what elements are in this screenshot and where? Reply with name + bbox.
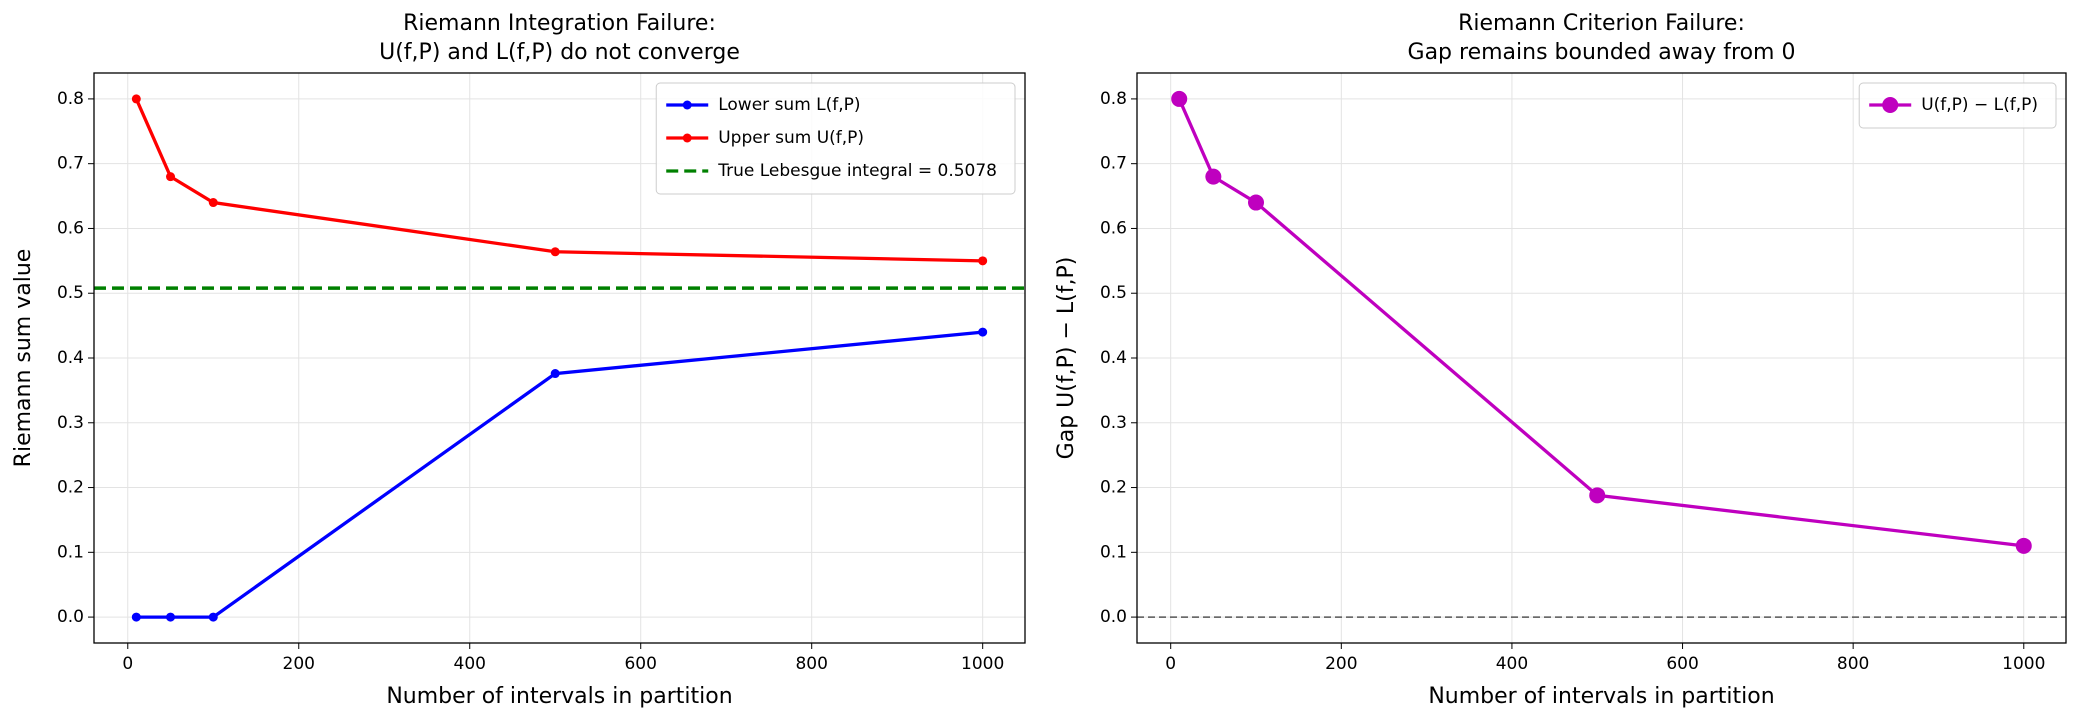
x-tick-label: 800 — [1837, 654, 1869, 674]
x-tick-label: 600 — [624, 654, 656, 674]
legend-box — [1858, 82, 2057, 129]
chart-title: Riemann Criterion Failure: — [1458, 11, 1745, 36]
data-point — [166, 612, 176, 622]
y-tick-label: 0.0 — [1100, 607, 1127, 627]
data-point — [166, 172, 176, 182]
axes-frame — [1136, 72, 2067, 644]
y-tick-label: 0.8 — [57, 89, 84, 109]
data-point — [1205, 168, 1222, 185]
data-point — [208, 612, 218, 622]
data-point — [131, 94, 141, 104]
legend-label: Lower sum L(f,P) — [718, 95, 860, 115]
x-tick-label: 200 — [283, 654, 315, 674]
data-point — [550, 247, 560, 257]
y-tick-label: 0.0 — [57, 607, 84, 627]
data-point — [2015, 537, 2032, 554]
legend: Lower sum L(f,P) Upper sum U(f,P) True Leb… — [655, 82, 1016, 195]
x-tick-label: 400 — [1496, 654, 1528, 674]
data-point — [978, 327, 988, 337]
y-axis-label: Gap U(f,P) − L(f,P) — [1054, 257, 1079, 460]
data-point — [550, 369, 560, 379]
series-line — [1177, 98, 2024, 548]
y-tick-label: 0.5 — [57, 283, 84, 303]
y-tick-label: 0.3 — [1100, 413, 1127, 433]
y-axis-label: Riemann sum value — [11, 249, 36, 468]
y-tick-label: 0.5 — [1100, 283, 1127, 303]
x-tick-label: 200 — [1325, 654, 1357, 674]
x-tick-label: 0 — [122, 654, 133, 674]
y-tick-label: 0.7 — [1100, 154, 1127, 174]
legend-marker — [682, 133, 692, 143]
legend-label: U(f,P) − L(f,P) — [1921, 95, 2038, 115]
y-tick-label: 0.8 — [1100, 89, 1127, 109]
x-tick-label: 1000 — [961, 654, 1004, 674]
data-point — [978, 256, 988, 266]
legend-marker — [1882, 97, 1899, 113]
chart-title: Riemann Integration Failure: — [403, 11, 716, 36]
data-point — [1248, 194, 1265, 211]
x-tick-label: 1000 — [2002, 654, 2045, 674]
legend-box — [655, 82, 1016, 195]
y-tick-label: 0.4 — [57, 348, 84, 368]
legend-marker — [682, 100, 692, 110]
chart-title: U(f,P) and L(f,P) do not converge — [379, 40, 740, 65]
chart-title: Gap remains bounded away from 0 — [1408, 40, 1796, 65]
y-tick-label: 0.4 — [1100, 348, 1127, 368]
y-tick-label: 0.1 — [1100, 542, 1127, 562]
x-axis-label: Number of intervals in partition — [1428, 684, 1774, 709]
x-tick-label: 600 — [1666, 654, 1698, 674]
legend: U(f,P) − L(f,P) — [1858, 82, 2057, 129]
data-point — [1171, 90, 1188, 107]
x-tick-label: 800 — [795, 654, 827, 674]
y-tick-label: 0.2 — [1100, 478, 1127, 498]
y-tick-label: 0.6 — [1100, 218, 1127, 238]
y-tick-label: 0.6 — [57, 218, 84, 238]
legend-label: Upper sum U(f,P) — [718, 128, 864, 148]
y-tick-label: 0.3 — [57, 413, 84, 433]
x-tick-label: 400 — [454, 654, 486, 674]
axes-frame — [93, 72, 1026, 644]
y-tick-label: 0.2 — [57, 478, 84, 498]
data-point — [208, 198, 218, 208]
data-point — [1589, 487, 1606, 504]
x-tick-label: 0 — [1165, 654, 1176, 674]
y-tick-label: 0.7 — [57, 154, 84, 174]
legend-label: True Lebesgue integral = 0.5078 — [717, 161, 997, 181]
x-axis-label: Number of intervals in partition — [386, 684, 732, 709]
y-tick-label: 0.1 — [57, 542, 84, 562]
data-point — [131, 612, 141, 622]
